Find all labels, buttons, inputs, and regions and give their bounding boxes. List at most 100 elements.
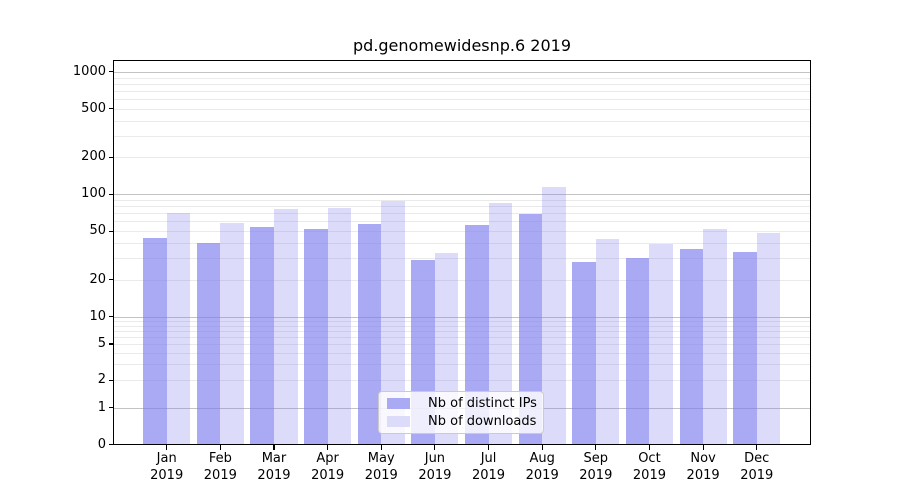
- bar-downloads-sep: [595, 239, 620, 445]
- x-tick-year: 2019: [257, 467, 291, 483]
- x-tick-month: Jul: [480, 451, 497, 466]
- bar-distinct-ips-jul: [464, 225, 489, 445]
- x-tick-year: 2019: [525, 467, 559, 483]
- x-tick-mark: [541, 444, 543, 450]
- bar-distinct-ips-jan: [143, 237, 167, 445]
- minor-gridline: [113, 108, 811, 110]
- x-tick-label-jul: Jul 2019: [462, 451, 516, 484]
- minor-gridline: [113, 325, 811, 327]
- bar-downloads-aug: [542, 186, 566, 445]
- x-tick-mark: [273, 444, 275, 450]
- bar-downloads-jan: [166, 213, 191, 445]
- minor-gridline: [113, 221, 811, 223]
- y-tick-mark: [108, 316, 114, 318]
- x-tick-year: 2019: [632, 467, 666, 483]
- legend-entry-distinct-ips: Nb of distinct IPs: [387, 396, 537, 411]
- y-tick-label: 200: [81, 149, 106, 165]
- minor-gridline: [113, 380, 811, 382]
- x-tick-label-jun: Jun 2019: [408, 451, 462, 484]
- y-tick-label: 0: [97, 436, 106, 452]
- x-tick-mark: [219, 444, 221, 450]
- chart-title: pd.genomewidesnp.6 2019: [353, 36, 571, 55]
- x-tick-year: 2019: [471, 467, 506, 483]
- legend-swatch-distinct-ips-icon: [387, 398, 410, 409]
- bar-downloads-may: [381, 201, 405, 445]
- y-tick-mark: [108, 71, 114, 73]
- y-tick-mark: [108, 343, 114, 345]
- minor-gridline: [113, 258, 811, 260]
- minor-gridline: [113, 320, 811, 322]
- bar-distinct-ips-sep: [572, 261, 596, 445]
- legend-label-downloads: Nb of downloads: [428, 414, 537, 429]
- y-tick-mark: [108, 230, 114, 232]
- y-tick-mark: [108, 379, 114, 381]
- minor-gridline: [113, 213, 811, 215]
- plot-area: [113, 60, 811, 445]
- minor-gridline: [113, 77, 811, 79]
- minor-gridline: [113, 157, 811, 159]
- x-tick-year: 2019: [364, 467, 398, 483]
- x-tick-label-may: May 2019: [354, 451, 408, 484]
- x-tick-year: 2019: [418, 467, 452, 483]
- x-tick-month: Feb: [208, 451, 232, 466]
- x-tick-year: 2019: [740, 467, 774, 483]
- minor-gridline: [113, 344, 811, 346]
- bar-downloads-oct: [649, 244, 674, 445]
- y-tick-mark: [108, 407, 114, 409]
- y-tick-mark: [108, 193, 114, 195]
- y-tick-mark: [108, 279, 114, 281]
- minor-gridline: [113, 243, 811, 244]
- bar-distinct-ips-may: [357, 224, 382, 445]
- major-gridline: [113, 194, 811, 196]
- x-tick-mark: [648, 444, 651, 450]
- x-tick-label-dec: Dec 2019: [730, 451, 784, 484]
- bar-downloads-mar: [273, 208, 298, 445]
- x-tick-year: 2019: [150, 467, 184, 483]
- x-tick-label-sep: Sep 2019: [569, 451, 623, 484]
- x-tick-mark: [166, 444, 168, 450]
- x-tick-mark: [487, 444, 490, 450]
- minor-gridline: [113, 336, 811, 338]
- y-tick-label: 1000: [72, 63, 106, 79]
- x-tick-year: 2019: [686, 467, 720, 483]
- y-tick-label: 2: [97, 372, 106, 388]
- y-tick-label: 20: [89, 271, 106, 287]
- y-tick-mark: [108, 156, 114, 159]
- legend: Nb of distinct IPs Nb of downloads: [378, 391, 544, 434]
- minor-gridline: [113, 199, 811, 201]
- minor-gridline: [113, 330, 811, 332]
- x-tick-mark: [595, 444, 597, 450]
- minor-gridline: [113, 99, 811, 101]
- x-tick-month: May: [367, 451, 395, 466]
- y-tick-label: 10: [89, 308, 106, 324]
- x-tick-mark: [327, 444, 329, 450]
- minor-gridline: [113, 206, 811, 208]
- major-gridline: [113, 316, 811, 318]
- minor-gridline: [113, 83, 811, 85]
- bar-downloads-apr: [327, 207, 352, 445]
- x-tick-year: 2019: [203, 467, 237, 483]
- bar-downloads-feb: [220, 223, 244, 445]
- x-tick-month: Dec: [744, 451, 770, 466]
- x-tick-mark: [434, 444, 436, 450]
- bar-distinct-ips-oct: [625, 258, 650, 445]
- bar-downloads-jul: [488, 202, 513, 445]
- major-gridline: [113, 71, 811, 73]
- x-tick-month: Oct: [638, 451, 661, 466]
- y-tick-label: 100: [81, 186, 106, 202]
- minor-gridline: [113, 90, 811, 92]
- minor-gridline: [113, 120, 811, 122]
- x-tick-label-apr: Apr 2019: [301, 451, 355, 484]
- minor-gridline: [113, 364, 811, 366]
- x-tick-month: Apr: [316, 451, 339, 466]
- y-tick-mark: [108, 443, 114, 446]
- bar-distinct-ips-nov: [679, 248, 704, 445]
- x-tick-label-oct: Oct 2019: [622, 451, 676, 484]
- legend-swatch-downloads-icon: [387, 416, 410, 427]
- x-tick-mark: [702, 444, 704, 450]
- bar-distinct-ips-dec: [733, 251, 757, 445]
- x-tick-year: 2019: [311, 467, 345, 483]
- bar-distinct-ips-aug: [518, 214, 543, 445]
- x-tick-label-nov: Nov 2019: [676, 451, 730, 484]
- x-tick-month: Jan: [156, 451, 177, 466]
